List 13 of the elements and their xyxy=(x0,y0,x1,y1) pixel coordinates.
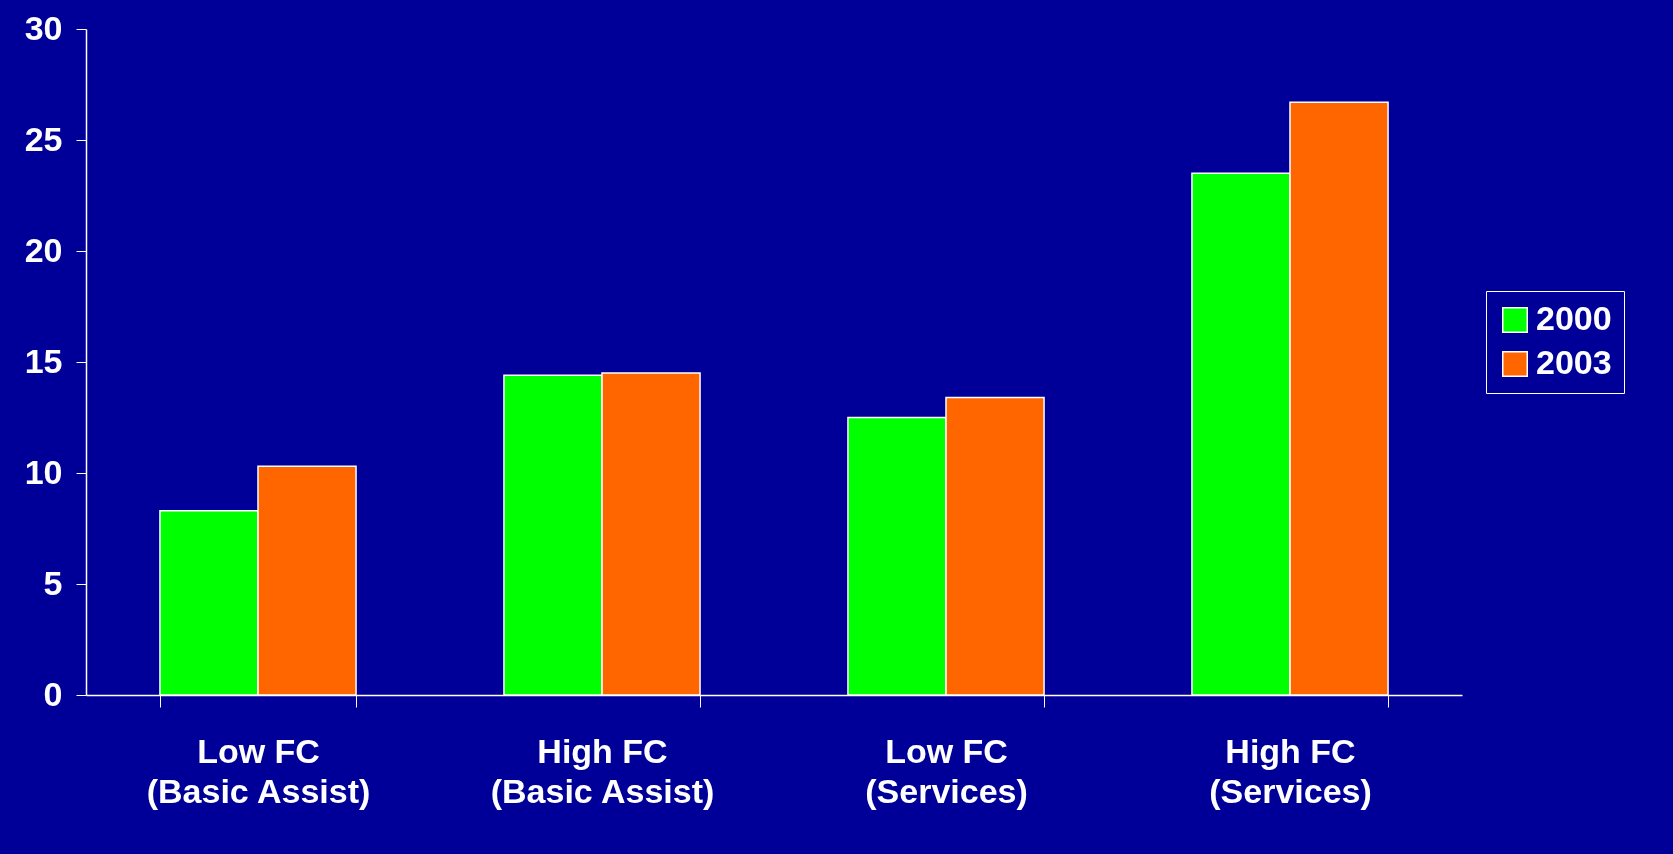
y-tick-label: 30 xyxy=(24,8,63,47)
x-tick-label: Low FC (Services) xyxy=(865,731,1028,810)
y-tick-label: 10 xyxy=(24,452,63,491)
x-tick-label: High FC (Services) xyxy=(1209,731,1372,810)
y-tick-label: 25 xyxy=(24,119,63,158)
y-tick-label: 20 xyxy=(24,230,63,269)
x-tick-label: High FC (Basic Assist) xyxy=(490,731,715,810)
legend-label: 2000 xyxy=(1536,299,1612,337)
legend-label: 2003 xyxy=(1536,343,1612,381)
y-tick-label: 15 xyxy=(24,341,63,380)
x-tick-label: Low FC (Basic Assist) xyxy=(146,731,371,810)
y-tick-label: 5 xyxy=(43,563,63,602)
y-tick-label: 0 xyxy=(43,674,63,713)
